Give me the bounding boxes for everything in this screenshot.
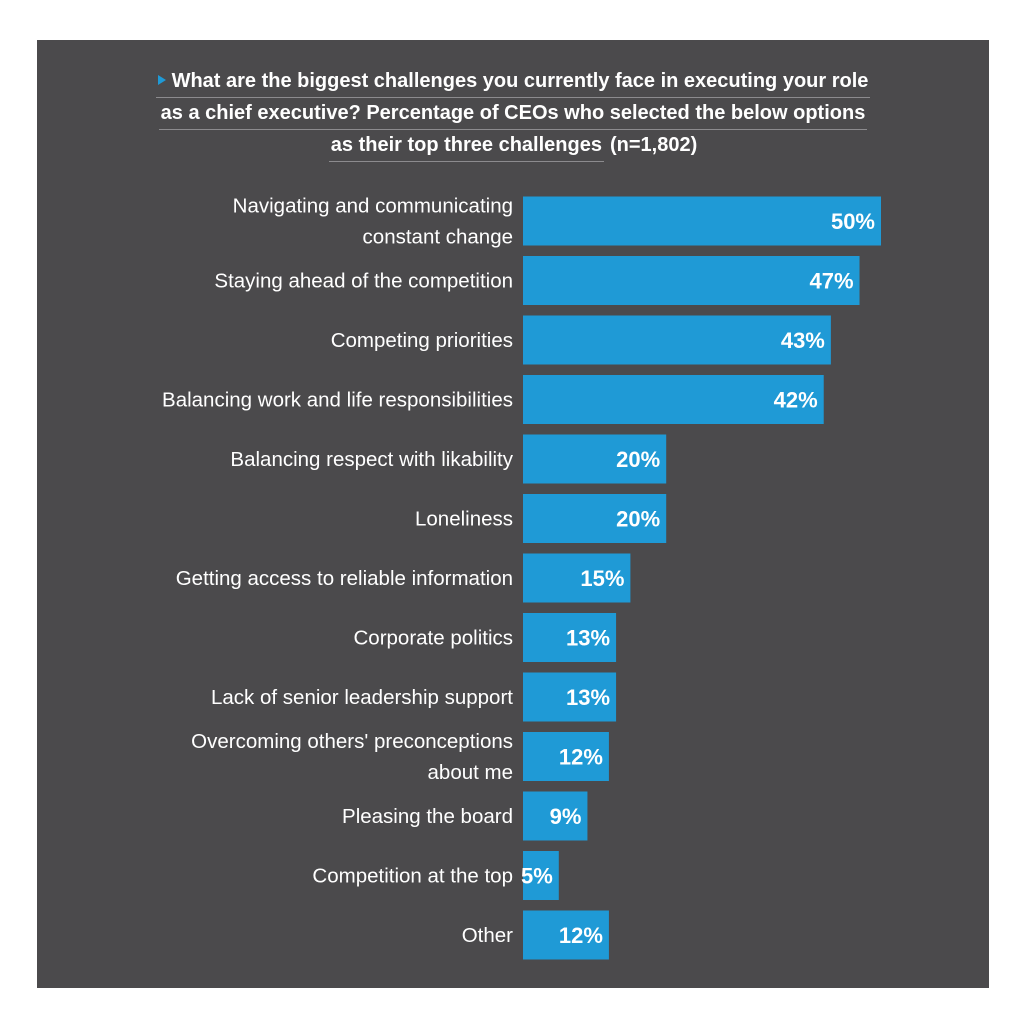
bar — [523, 196, 881, 246]
bar-value-label: 50% — [831, 209, 875, 234]
category-label-line: Lack of senior leadership support — [211, 686, 513, 709]
category-label: Other — [462, 924, 513, 947]
bar-value-label: 43% — [781, 328, 825, 353]
category-label-line: Staying ahead of the competition — [214, 270, 513, 293]
bar-value-label: 5% — [521, 864, 553, 889]
bar — [523, 553, 631, 603]
category-label: Balancing work and life responsibilities — [162, 389, 513, 412]
bar-value-label: 12% — [559, 745, 603, 770]
category-label: Corporate politics — [353, 627, 513, 650]
category-label-line: Balancing respect with likability — [230, 448, 513, 471]
bar — [523, 494, 667, 543]
category-label-line: Pleasing the board — [342, 805, 513, 828]
bar — [523, 434, 667, 484]
chart-title: What are the biggest challenges you curr… — [37, 66, 989, 162]
bar — [523, 375, 824, 424]
category-label: Balancing respect with likability — [230, 448, 513, 471]
category-label: Loneliness — [415, 508, 513, 531]
category-label: Lack of senior leadership support — [211, 686, 513, 709]
category-label: Overcoming others' preconceptions about m… — [191, 730, 513, 784]
bar-value-label: 47% — [809, 269, 853, 294]
bar-value-label: 42% — [774, 388, 818, 413]
category-label-line: Navigating and communicating — [233, 195, 513, 218]
bar-value-label: 13% — [566, 626, 610, 651]
category-label: Staying ahead of the competition — [214, 270, 513, 293]
title-line-1: What are the biggest challenges you curr… — [155, 66, 871, 98]
title-line-1-text: What are the biggest challenges you curr… — [171, 70, 869, 92]
bar-value-label: 9% — [550, 804, 582, 829]
bar-value-label: 15% — [580, 566, 624, 591]
bar — [523, 315, 831, 365]
triangle-arrow-icon — [157, 75, 166, 85]
category-label-line: constant change — [363, 226, 513, 249]
category-label: Navigating and communicating constant cha… — [233, 195, 513, 249]
bar — [523, 791, 588, 841]
bar-value-label: 20% — [616, 447, 660, 472]
title-line-3: as their top three challenges — [328, 130, 604, 162]
bar-value-label: 20% — [616, 507, 660, 532]
category-label: Competing priorities — [331, 329, 513, 352]
category-label-line: Other — [462, 924, 513, 947]
sample-size: (n=1,802) — [609, 134, 698, 156]
bar — [523, 613, 617, 662]
bar — [523, 732, 609, 781]
bar-value-label: 13% — [566, 685, 610, 710]
category-label-line: Competing priorities — [331, 329, 513, 352]
bar — [523, 910, 609, 960]
bar — [523, 851, 559, 900]
category-label-line: Balancing work and life responsibilities — [162, 389, 513, 412]
category-label: Getting access to reliable information — [176, 567, 513, 590]
bar — [523, 672, 617, 722]
category-label-line: about me — [428, 761, 513, 784]
category-label-line: Getting access to reliable information — [176, 567, 513, 590]
category-label-line: Overcoming others' preconceptions — [191, 730, 513, 753]
category-label-line: Corporate politics — [353, 627, 513, 650]
title-line-2: as a chief executive? Percentage of CEOs… — [158, 98, 868, 130]
category-label-line: Loneliness — [415, 508, 513, 531]
category-label: Competition at the top — [312, 865, 513, 888]
chart-panel: What are the biggest challenges you curr… — [37, 40, 989, 988]
bar — [523, 256, 860, 305]
bar-value-label: 12% — [559, 923, 603, 948]
category-label: Pleasing the board — [342, 805, 513, 828]
bar-chart: 50% Navigating and communicating constant … — [162, 195, 881, 960]
category-label-line: Competition at the top — [312, 865, 513, 888]
